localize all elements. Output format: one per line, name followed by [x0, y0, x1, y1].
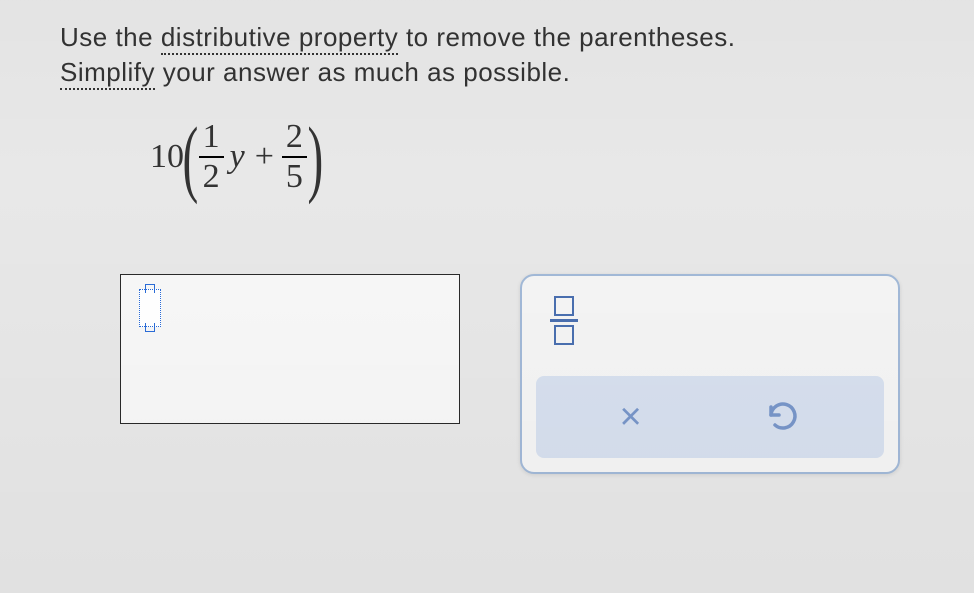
- undo-icon: [761, 397, 801, 437]
- term-simplify[interactable]: Simplify: [60, 57, 155, 90]
- instr-post2: your answer as much as possible.: [155, 57, 570, 87]
- operator-plus: +: [255, 138, 274, 176]
- coefficient: 10: [150, 138, 184, 176]
- fraction-2: 2 5: [282, 120, 307, 194]
- fraction-bar-icon: [550, 319, 578, 322]
- answer-input-area[interactable]: [120, 274, 460, 424]
- left-paren: (: [182, 136, 198, 179]
- x-icon: ×: [619, 396, 641, 438]
- math-expression: 10 ( 1 2 y + 2 5 ): [150, 120, 914, 194]
- question-text: Use the distributive property to remove …: [60, 20, 914, 90]
- term-distributive[interactable]: distributive property: [161, 22, 398, 55]
- variable-y: y: [230, 138, 245, 176]
- answer-placeholder[interactable]: [139, 289, 161, 327]
- fraction-button[interactable]: [550, 296, 578, 345]
- right-paren: ): [307, 136, 323, 179]
- instr-pre: Use the: [60, 22, 161, 52]
- math-keypad: ×: [520, 274, 900, 474]
- undo-button[interactable]: [761, 397, 801, 437]
- fraction-denominator-icon: [554, 325, 574, 345]
- fraction-numerator-icon: [554, 296, 574, 316]
- fraction-1: 1 2: [199, 120, 224, 194]
- clear-button[interactable]: ×: [619, 396, 641, 439]
- instr-post1: to remove the parentheses.: [398, 22, 735, 52]
